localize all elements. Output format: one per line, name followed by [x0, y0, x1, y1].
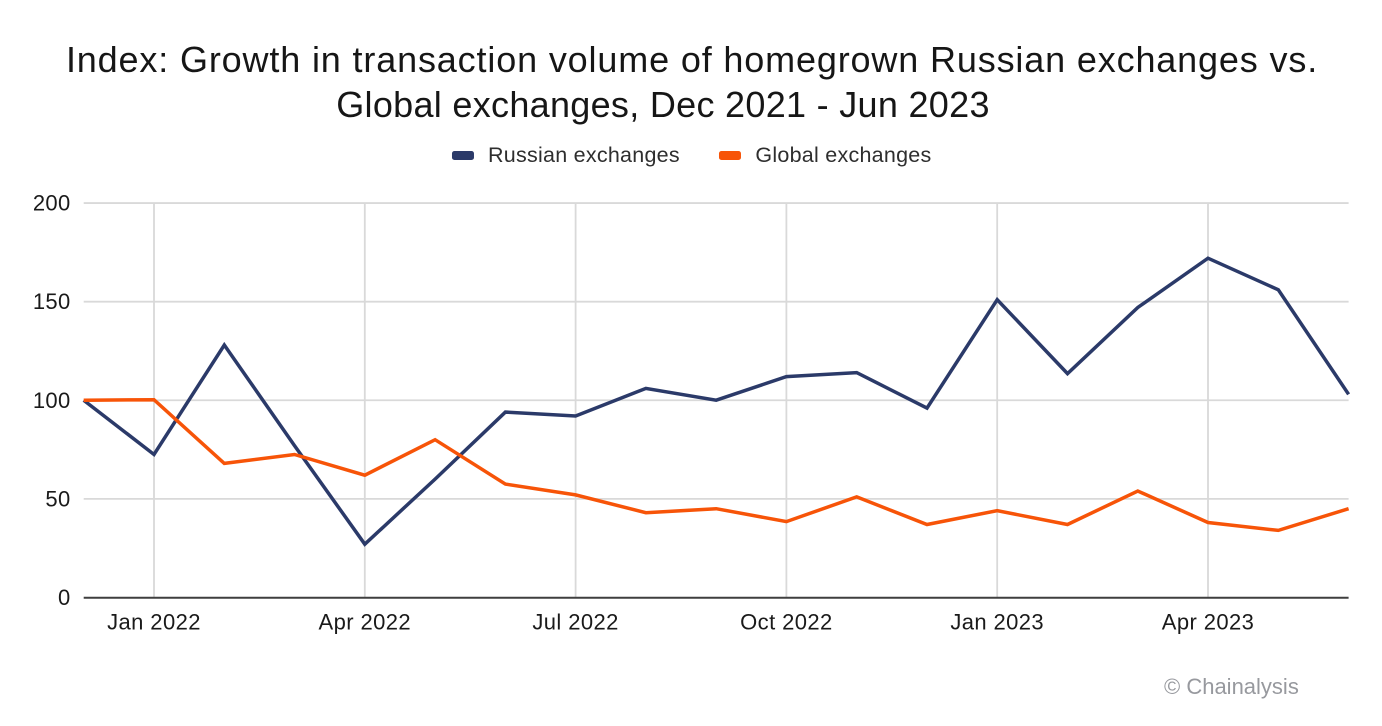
- svg-text:200: 200: [33, 191, 71, 216]
- svg-text:Jul 2022: Jul 2022: [532, 610, 618, 635]
- svg-text:Jan 2022: Jan 2022: [107, 610, 201, 635]
- svg-text:Jan 2023: Jan 2023: [950, 610, 1044, 635]
- svg-text:100: 100: [33, 388, 71, 413]
- svg-text:0: 0: [58, 585, 71, 610]
- svg-text:50: 50: [45, 486, 70, 511]
- svg-text:Apr 2022: Apr 2022: [319, 610, 412, 635]
- svg-text:Apr 2023: Apr 2023: [1162, 610, 1255, 635]
- svg-text:Oct 2022: Oct 2022: [740, 610, 832, 635]
- svg-text:150: 150: [33, 289, 71, 314]
